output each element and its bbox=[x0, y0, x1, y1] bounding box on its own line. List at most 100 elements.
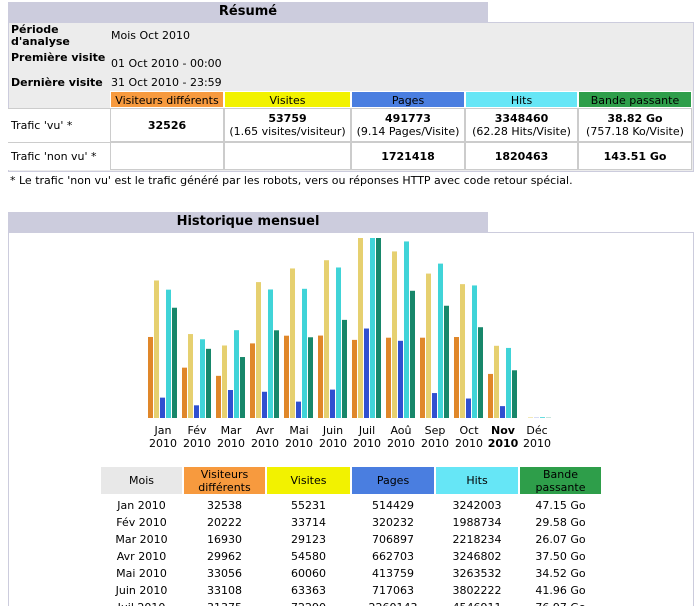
history-box bbox=[8, 232, 694, 606]
month-label: Aoû bbox=[390, 424, 411, 437]
history-title: Historique mensuel bbox=[8, 212, 488, 232]
table-cell: 76.97 Go bbox=[519, 599, 602, 606]
table-cell: Mar 2010 bbox=[115, 533, 168, 546]
bar bbox=[454, 337, 459, 418]
table-cell: 3263532 bbox=[452, 567, 502, 580]
table-cell: 34.52 Go bbox=[535, 567, 586, 580]
bar bbox=[240, 357, 245, 418]
table-cell: Juin 2010 bbox=[115, 584, 168, 597]
month-label: Mar bbox=[221, 424, 242, 437]
cell-value: 3348460 bbox=[494, 112, 549, 125]
year-label: 2010 bbox=[488, 437, 519, 450]
table-header: Mois bbox=[100, 466, 183, 495]
table-cell: Fév 2010 bbox=[116, 516, 167, 529]
bar bbox=[410, 290, 415, 418]
bar bbox=[376, 238, 381, 418]
table-cell: Avr 2010 bbox=[116, 550, 167, 563]
bar bbox=[262, 391, 267, 418]
monthly-chart: Jan2010Fév2010Mar2010Avr2010Mai2010Juin2… bbox=[148, 238, 551, 450]
table-cell: 33056 bbox=[207, 567, 242, 580]
table-cell: Mai 2010 bbox=[116, 567, 167, 580]
bar bbox=[512, 370, 517, 418]
table-cell: 37.50 Go bbox=[535, 550, 586, 563]
bar bbox=[466, 398, 471, 418]
column-header: Visiteurs différents bbox=[110, 91, 224, 108]
bar bbox=[166, 289, 171, 418]
table-cell: 717063 bbox=[372, 584, 414, 597]
bar bbox=[250, 343, 255, 418]
year-label: 2010 bbox=[353, 437, 381, 450]
bar bbox=[352, 339, 357, 418]
bar bbox=[478, 327, 483, 418]
bar bbox=[342, 319, 347, 418]
table-cell: 33108 bbox=[207, 584, 242, 597]
bar bbox=[438, 263, 443, 418]
month-label: Sep bbox=[425, 424, 446, 437]
row-label: Trafic 'non vu' * bbox=[8, 142, 110, 170]
bar bbox=[404, 241, 409, 418]
bar bbox=[500, 406, 505, 418]
table-cell: 60060 bbox=[291, 567, 326, 580]
info-value: 01 Oct 2010 - 00:00 bbox=[111, 57, 222, 70]
bar bbox=[426, 273, 431, 418]
summary-title: Résumé bbox=[8, 2, 488, 22]
bar bbox=[268, 289, 273, 418]
bar bbox=[432, 393, 437, 418]
bar bbox=[274, 330, 279, 418]
table-cell: 41.96 Go bbox=[535, 584, 586, 597]
cell-value: 38.82 Go bbox=[607, 112, 663, 125]
table-cell: 413759 bbox=[372, 567, 414, 580]
cell-value: 1820463 bbox=[494, 149, 549, 163]
bar bbox=[206, 348, 211, 418]
bar bbox=[370, 238, 375, 418]
table-cell: 706897 bbox=[372, 533, 414, 546]
month-label: Nov bbox=[491, 424, 516, 437]
bar bbox=[336, 267, 341, 418]
summary-cell bbox=[110, 142, 224, 170]
table-header: Visiteurs différents bbox=[183, 466, 266, 495]
bar bbox=[200, 339, 205, 418]
table-cell: 2218234 bbox=[452, 533, 502, 546]
bar bbox=[444, 305, 449, 418]
bar bbox=[324, 260, 329, 418]
table-cell: 33714 bbox=[291, 516, 326, 529]
table-cell: Jan 2010 bbox=[117, 499, 166, 512]
year-label: 2010 bbox=[319, 437, 347, 450]
cell-value: 491773 bbox=[385, 112, 431, 125]
bar bbox=[148, 336, 153, 418]
table-cell: 320232 bbox=[372, 516, 414, 529]
month-label: Fév bbox=[187, 424, 206, 437]
summary-cell: 1820463 bbox=[465, 142, 578, 170]
year-label: 2010 bbox=[285, 437, 313, 450]
year-label: 2010 bbox=[149, 437, 177, 450]
bar bbox=[284, 335, 289, 418]
table-cell: 1988734 bbox=[452, 516, 502, 529]
year-label: 2010 bbox=[217, 437, 245, 450]
month-label: Mai bbox=[289, 424, 308, 437]
bar bbox=[194, 405, 199, 418]
table-header: Hits bbox=[435, 466, 519, 495]
bar bbox=[302, 288, 307, 418]
table-cell: 72290 bbox=[266, 599, 351, 606]
info-label: Dernière visite bbox=[11, 76, 103, 89]
summary-cell: 32526 bbox=[110, 108, 224, 142]
info-value: 31 Oct 2010 - 23:59 bbox=[111, 76, 222, 89]
cell-value: 1721418 bbox=[381, 149, 435, 163]
bar bbox=[420, 337, 425, 418]
bar bbox=[182, 367, 187, 418]
summary-cell: 53759 (1.65 visites/visiteur) bbox=[224, 108, 351, 142]
table-cell: 63363 bbox=[291, 584, 326, 597]
bar bbox=[172, 307, 177, 418]
table-cell: 662703 bbox=[372, 550, 414, 563]
summary-cell: 143.51 Go bbox=[578, 142, 692, 170]
bar bbox=[460, 284, 465, 418]
bar bbox=[358, 238, 363, 418]
table-cell: 29123 bbox=[291, 533, 326, 546]
table-cell: Juil 2010 bbox=[100, 599, 183, 606]
bar bbox=[308, 337, 313, 418]
month-label: Jan bbox=[154, 424, 172, 437]
month-label: Déc bbox=[526, 424, 547, 437]
cell-note: (62.28 Hits/Visite) bbox=[472, 125, 571, 138]
bar bbox=[256, 282, 261, 418]
